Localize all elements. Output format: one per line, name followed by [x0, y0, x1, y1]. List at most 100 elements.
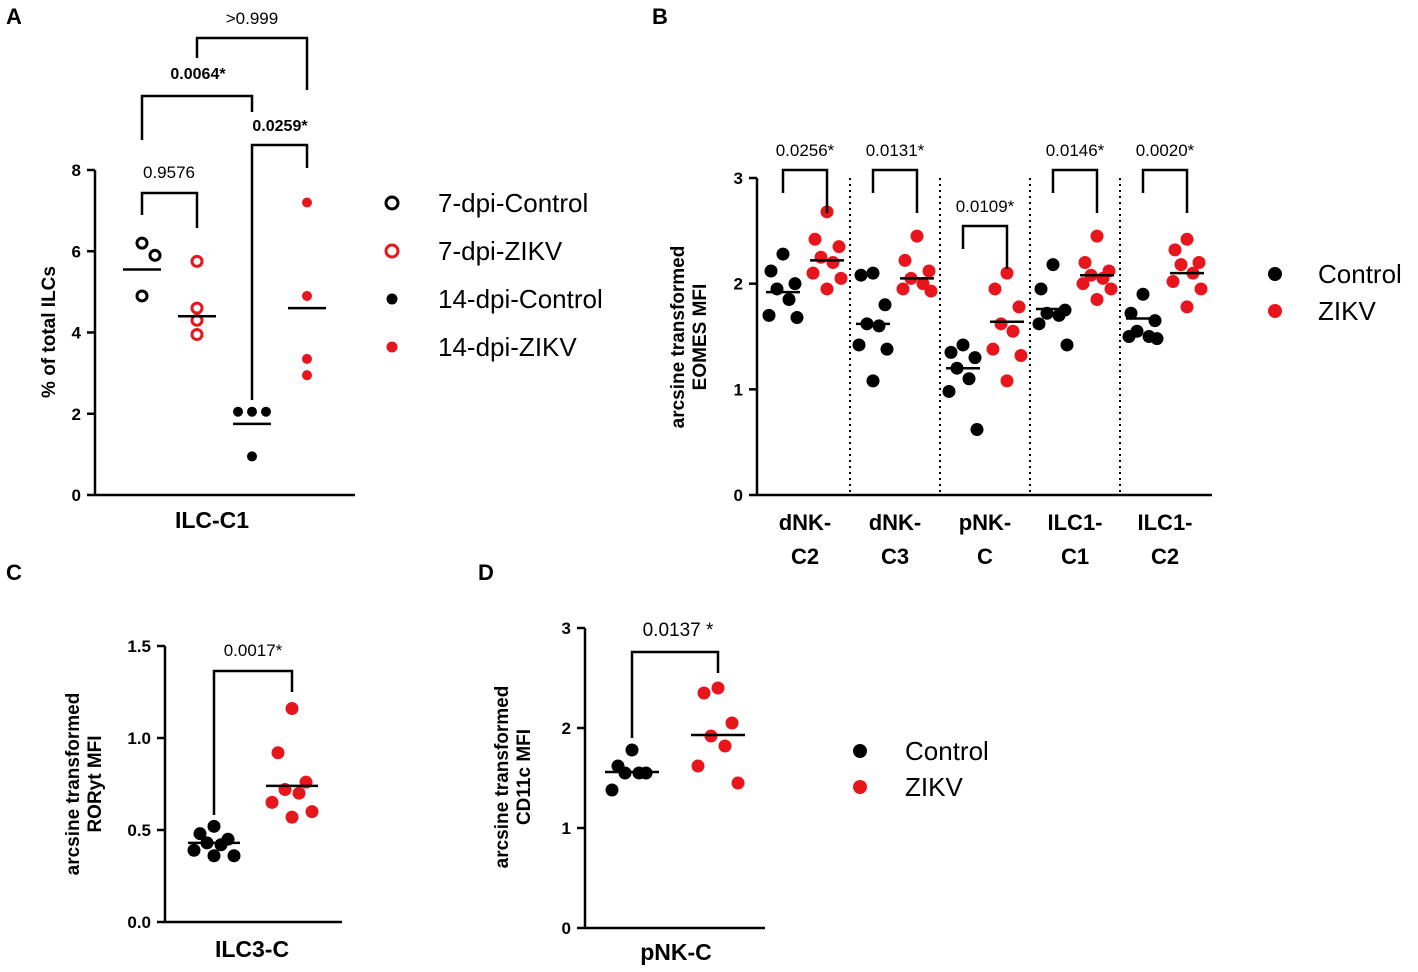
panel-b-zikv-point: [1090, 293, 1104, 307]
panel-b-y-label-line-2: EOMES MFI: [690, 284, 711, 391]
panel-d-y-tick-label: 0: [562, 919, 571, 938]
panel-d-zikv-point: [691, 759, 705, 773]
panel-a-point: [247, 451, 257, 462]
panel-a-point: [302, 353, 312, 364]
panel-a-point: [302, 197, 312, 208]
panel-d-y-label-line-1: arcsine transformed: [492, 686, 513, 869]
panel-b-legend-label: ZIKV: [1318, 296, 1376, 326]
panel-b-zikv-point: [1076, 277, 1090, 291]
panel-b-zikv-point: [814, 250, 828, 264]
panel-b-x-category-line-2: C3: [881, 544, 909, 569]
panel-b-control-point: [1032, 317, 1046, 331]
panel-b-zikv-point: [988, 282, 1002, 296]
panel-c-y-tick-label: 1.5: [127, 637, 151, 656]
panel-b-bracket: [781, 168, 829, 213]
panel-b-control-point: [1034, 282, 1048, 296]
panel-a-legend-label: 14-dpi-ZIKV: [438, 332, 577, 362]
panel-b-zikv-point: [820, 282, 834, 296]
panel-b-control-point: [1148, 314, 1162, 328]
panel-d-zikv-point: [731, 776, 745, 790]
panel-b-zikv-point: [1168, 243, 1182, 257]
panel-a-chart: 0 2 4 6 8 % of total ILCs ILC-C1 0.9576 0.0259* 0…: [39, 9, 603, 533]
panel-a-y-tick-label: 6: [72, 242, 81, 261]
panel-c-chart: 0.0 0.5 1.0 1.5 arcsine transformed RORyt MFI…: [63, 637, 342, 962]
panel-b-zikv-point: [898, 253, 912, 267]
panel-b-zikv-point: [1194, 282, 1208, 296]
panel-b-zikv-point: [896, 282, 910, 296]
panel-b-control-point: [1124, 306, 1138, 320]
panel-b-control-point: [1060, 338, 1074, 352]
panel-b-control-point: [866, 374, 880, 388]
panel-b-zikv-point: [1166, 275, 1180, 289]
panel-d-y-tick-label: 1: [562, 819, 571, 838]
panel-b-pvalue: 0.0109*: [956, 197, 1015, 216]
panel-c-bracket: [212, 669, 294, 815]
panel-d-y-tick-label: 2: [562, 719, 571, 738]
panel-b-control-point: [970, 422, 984, 436]
panel-a-y-tick-label: 0: [72, 486, 81, 505]
panel-b-zikv-point: [1078, 256, 1092, 270]
panel-b-x-category-line-2: C: [977, 544, 993, 569]
panel-a-legend-label: 7-dpi-ZIKV: [438, 236, 563, 266]
panel-b-y-label-line-1: arcsine transformed: [668, 246, 689, 429]
panel-b-zikv-point: [1006, 324, 1020, 338]
panel-a-pvalue-4: >0.999: [226, 9, 278, 28]
panel-b-control-point: [880, 342, 894, 356]
panel-a-pvalue-1: 0.9576: [143, 163, 195, 182]
panel-a-pvalue-2: 0.0259*: [252, 118, 308, 135]
panel-b-zikv-point: [1012, 300, 1026, 314]
panel-b-zikv-point: [1014, 349, 1028, 363]
panel-b-x-category-line-1: dNK-: [869, 510, 922, 535]
panel-c-y-label-line-1: arcsine transformed: [63, 693, 84, 876]
panel-b-y-tick-label: 3: [734, 169, 743, 188]
panel-b-y-tick-label: 1: [734, 380, 743, 399]
panel-c-zikv-point: [271, 746, 285, 760]
panel-c-zikv-point: [265, 795, 279, 809]
panel-a-y-tick-label: 4: [72, 324, 82, 343]
panel-b-control-point: [1046, 258, 1060, 272]
panel-c-y-tick-label: 0.5: [127, 821, 151, 840]
panel-b-control-point: [788, 277, 802, 291]
panel-b-control-point: [1150, 332, 1164, 346]
panel-a-bracket-2: [250, 143, 309, 400]
panel-c-control-point: [187, 843, 201, 857]
panel-b-zikv-point: [806, 266, 820, 280]
panel-a-y-tick-label: 8: [72, 161, 81, 180]
panel-b-zikv-point: [910, 229, 924, 243]
panel-d-chart: 0 1 2 3 arcsine transformed CD11c MFI pNK-C 0.0…: [492, 619, 989, 965]
panel-d-legend-label: Control: [905, 736, 989, 766]
panel-c-control-point: [227, 849, 241, 863]
panel-b-bracket: [871, 168, 919, 213]
panel-b-control-point: [1052, 308, 1066, 322]
panel-b-zikv-point: [994, 317, 1008, 331]
panel-b-control-point: [942, 384, 956, 398]
panel-c-x-label: ILC3-C: [215, 936, 289, 962]
panel-c-zikv-point: [285, 702, 299, 716]
panel-a-point: [135, 236, 149, 250]
panel-b-control-point: [956, 338, 970, 352]
panel-b-zikv-point: [808, 232, 822, 246]
panel-b-control-point: [770, 282, 784, 296]
panel-d-zikv-point: [697, 686, 711, 700]
panel-b-legend-marker: [1268, 267, 1282, 281]
panel-d-control-point: [625, 743, 639, 757]
panel-c-control-point: [214, 838, 228, 852]
panel-b-x-category-line-1: ILC1-: [1138, 510, 1193, 535]
panel-a-legend-marker: [386, 341, 398, 353]
panel-b-zikv-point: [826, 256, 840, 270]
panel-c-zikv-point: [285, 810, 299, 824]
panel-b-pvalue: 0.0131*: [866, 141, 925, 160]
panel-c-control-point: [207, 849, 221, 863]
panel-d-legend-label: ZIKV: [905, 772, 963, 802]
panel-a-point: [190, 328, 204, 342]
panel-c-y-tick-label: 0.0: [127, 913, 151, 932]
panel-b-pvalue: 0.0146*: [1046, 141, 1105, 160]
panel-b-control-point: [782, 293, 796, 307]
panel-b-control-point: [872, 319, 886, 333]
panel-b-x-category-line-1: dNK-: [779, 510, 832, 535]
panel-a-point: [302, 290, 312, 301]
panel-a-point: [190, 301, 204, 315]
panel-d-legend-marker: [853, 744, 867, 758]
panel-b-x-category-line-2: C2: [791, 544, 819, 569]
